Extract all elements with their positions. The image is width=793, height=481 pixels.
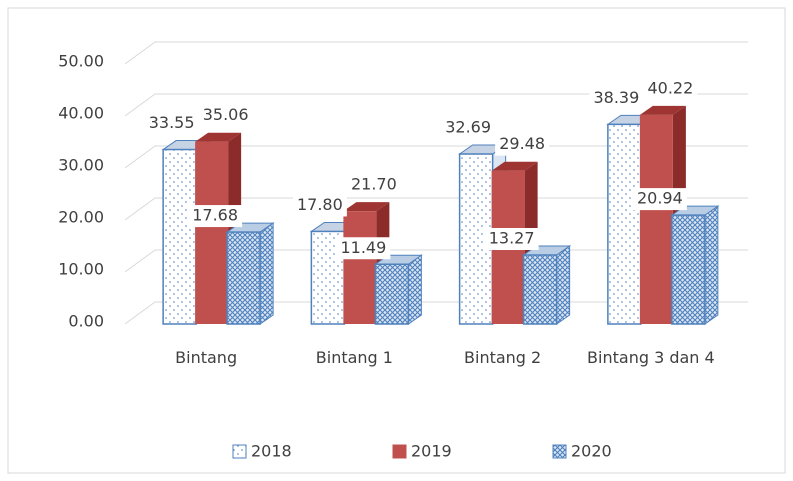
bar-side xyxy=(704,205,719,325)
value-label: 38.39 xyxy=(593,88,639,107)
value-label: 29.48 xyxy=(499,134,545,153)
x-tick-label: Bintang 3 dan 4 xyxy=(587,348,715,367)
grid-line xyxy=(124,93,748,117)
bar xyxy=(671,214,706,325)
value-label: 13.27 xyxy=(489,228,535,247)
value-label-bg xyxy=(632,188,687,211)
y-tick-label: 50.00 xyxy=(58,52,104,71)
value-label: 17.80 xyxy=(297,195,343,214)
value-label: 11.49 xyxy=(340,238,386,257)
bar-top xyxy=(639,105,686,115)
legend-swatch xyxy=(392,444,407,459)
bar xyxy=(195,141,229,324)
value-label-bg xyxy=(589,87,644,110)
value-label-bg xyxy=(292,194,347,217)
legend-swatch xyxy=(232,444,247,459)
x-tick-label: Bintang 2 xyxy=(464,348,542,367)
value-label-bg xyxy=(643,77,698,100)
bar-top xyxy=(491,161,538,171)
value-label-bg xyxy=(198,104,253,127)
bar xyxy=(374,263,410,325)
value-label: 40.22 xyxy=(647,78,693,97)
x-tick-label: Bintang 1 xyxy=(315,348,393,367)
bar xyxy=(522,254,558,325)
grid-line xyxy=(124,41,748,65)
bar xyxy=(639,114,673,324)
bar-top xyxy=(343,202,390,212)
bar-side xyxy=(407,254,422,325)
value-label: 32.69 xyxy=(445,118,491,137)
value-label-bg xyxy=(188,205,243,228)
value-label: 21.70 xyxy=(351,175,397,194)
value-label: 33.55 xyxy=(149,113,195,132)
legend-label: 2020 xyxy=(571,442,612,461)
bar-side xyxy=(259,222,274,325)
y-tick-label: 10.00 xyxy=(58,260,104,279)
value-label-bg xyxy=(495,133,550,156)
grid-line xyxy=(124,145,748,169)
value-label-bg xyxy=(441,117,496,140)
value-label-bg xyxy=(336,237,391,260)
x-tick-label: Bintang xyxy=(175,348,238,367)
bar xyxy=(343,211,377,324)
value-label-bg xyxy=(346,174,401,197)
y-tick-label: 40.00 xyxy=(58,104,104,123)
bar-side xyxy=(556,245,571,325)
value-label: 35.06 xyxy=(203,105,249,124)
y-tick-label: 0.00 xyxy=(68,312,104,331)
chart-frame xyxy=(7,7,786,474)
y-tick-label: 20.00 xyxy=(58,208,104,227)
bar xyxy=(226,231,261,325)
value-label: 17.68 xyxy=(192,206,238,225)
value-label-bg xyxy=(484,227,539,250)
bar xyxy=(162,148,197,325)
legend-label: 2018 xyxy=(251,442,292,461)
bar-top xyxy=(195,132,242,142)
value-label: 20.94 xyxy=(637,189,683,208)
value-label-bg xyxy=(144,112,199,135)
legend-swatch xyxy=(552,444,567,459)
bar xyxy=(607,123,642,325)
y-tick-label: 30.00 xyxy=(58,156,104,175)
legend-label: 2019 xyxy=(411,442,452,461)
grid-line xyxy=(124,197,748,221)
